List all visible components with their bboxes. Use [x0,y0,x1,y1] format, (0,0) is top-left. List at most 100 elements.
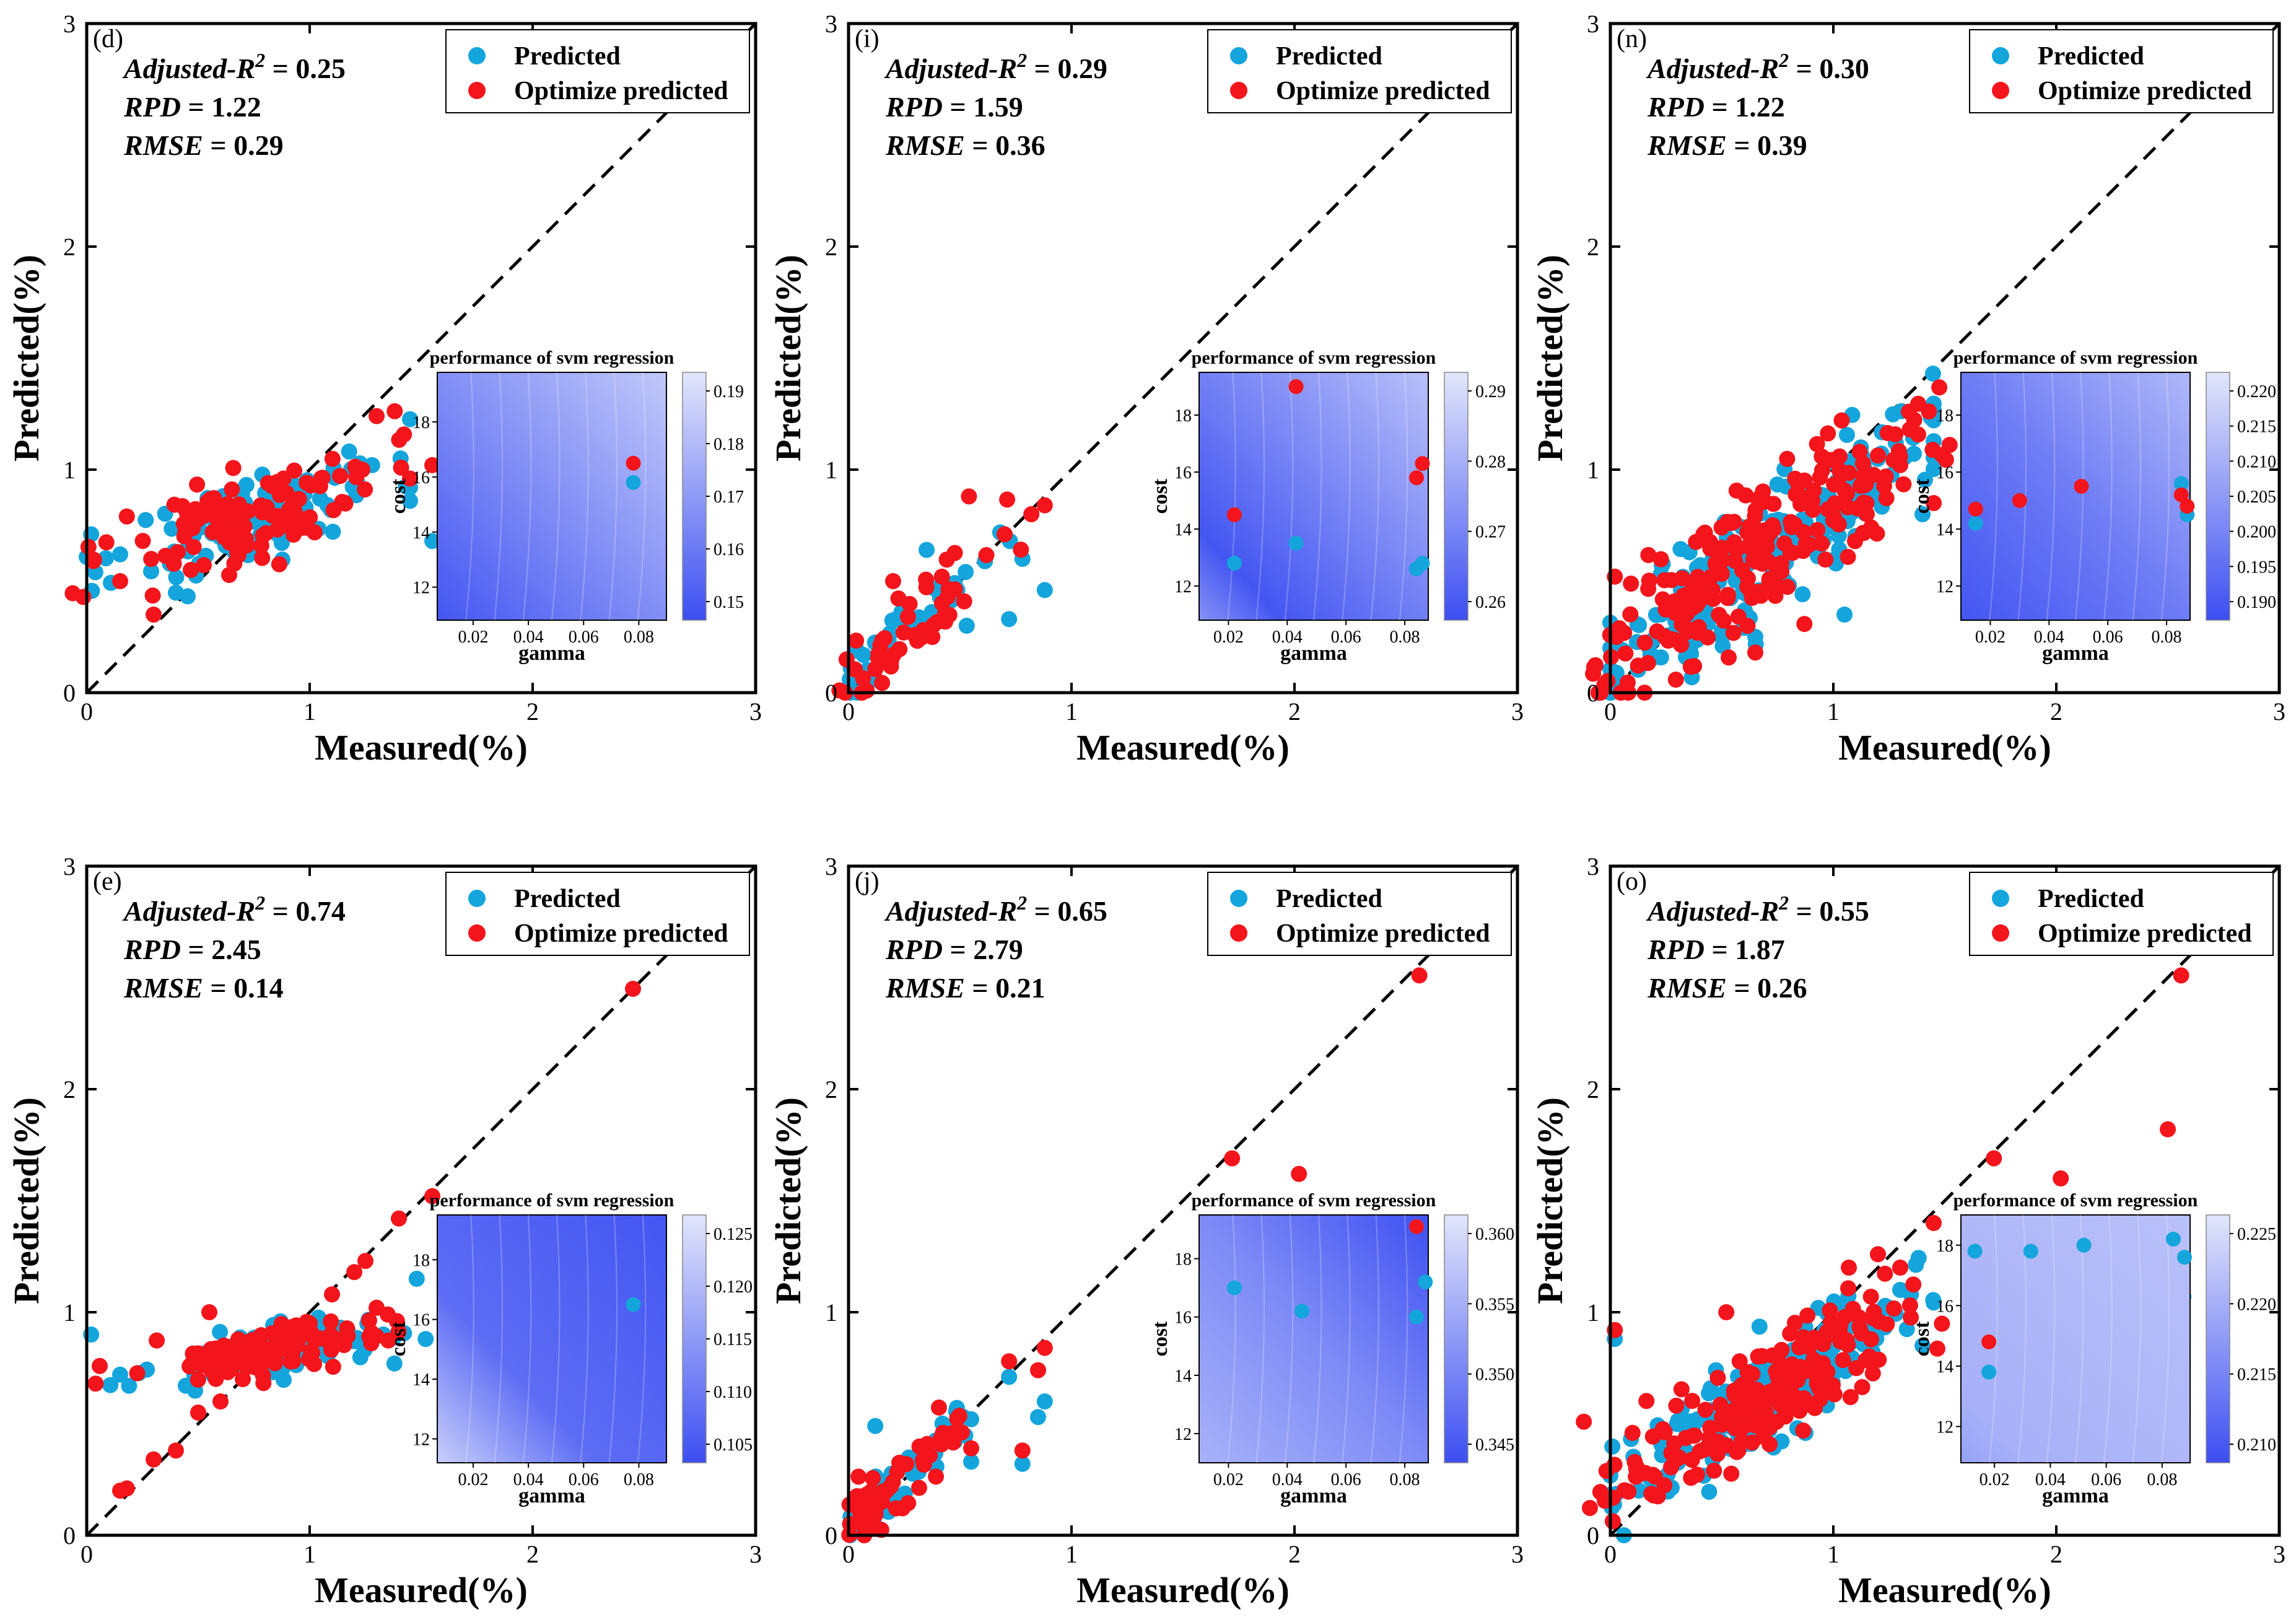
optimized-point [1709,1445,1726,1462]
optimized-point [1638,1393,1655,1409]
optimized-point [1934,447,1950,463]
legend-label-predicted: Predicted [514,42,621,71]
optimized-point [1605,1489,1622,1506]
optimized-point [390,1323,407,1340]
legend-marker-predicted [1230,890,1247,907]
colorbar [1444,1214,1469,1463]
legend-label-optimized: Optimize predicted [2038,77,2252,105]
inset-optimized-point [2074,478,2089,494]
inset-title: performance of svm regression [430,1190,674,1211]
x-tick-label: 2 [1288,1540,1301,1568]
optimized-point [75,589,92,605]
optimized-point [1879,1316,1895,1333]
optimized-point [1779,579,1796,595]
y-tick-label: 2 [63,1076,76,1103]
legend-label-optimized: Optimize predicted [514,77,728,105]
x-tick-label: 2 [526,1540,539,1568]
predicted-point [1672,541,1689,558]
predicted-point [325,524,341,540]
legend-marker-optimized [1992,82,2009,99]
optimized-point [918,579,935,595]
predicted-point [164,520,180,537]
inset-title: performance of svm regression [1953,1190,2198,1211]
optimized-point [625,981,641,997]
optimized-point [1030,1362,1046,1379]
optimized-point [1827,495,1843,512]
optimized-point [1824,1315,1841,1332]
inset-title: performance of svm regression [430,348,674,368]
optimized-point [391,1210,407,1227]
optimized-point [292,520,309,537]
stat-line: RPD = 1.87 [1647,934,1785,965]
optimized-point [1929,1340,1945,1357]
predicted-point [1751,1318,1768,1335]
colorbar-tick-label: 0.105 [714,1436,753,1455]
optimized-point [361,1328,378,1345]
optimized-point [337,495,354,512]
y-axis-title: Predicted(%) [6,255,46,462]
inset-y-label: cost [1149,478,1172,514]
optimized-point [306,1356,323,1372]
optimized-point [1668,1397,1685,1414]
optimized-point [1733,1388,1750,1405]
panel-i: 0 1 2 30123Measured(%)Predicted(%)(i)Adjust… [768,10,1524,768]
optimized-point [1823,1382,1840,1398]
legend-box [1969,872,2274,956]
colorbar-tick-label: 0.210 [2237,1436,2276,1455]
panel-label: (i) [855,25,880,53]
optimized-point [357,1253,373,1269]
optimized-point [1619,674,1636,691]
panel-j: 0 1 2 30123Measured(%)Predicted(%)(j)Adjust… [768,853,1524,1610]
optimized-point [1690,587,1707,603]
predicted-point [1925,1292,1942,1309]
optimized-point [149,1332,165,1349]
y-tick-label: 1 [1587,1299,1599,1326]
legend-label-predicted: Predicted [514,885,621,913]
optimized-point [1814,535,1830,552]
optimized-point [269,474,286,491]
optimized-point [1023,506,1040,522]
legend: Predicted Optimize predicted [1969,872,2274,956]
optimized-point [369,408,385,424]
optimized-point [1877,468,1894,485]
optimized-point [1905,1276,1922,1293]
optimized-point [1779,450,1796,467]
inset-x-tick-label: 0.02 [1213,1470,1244,1489]
optimized-point [1877,1265,1893,1282]
inset-x-tick-label: 0.04 [2034,628,2064,647]
inset-x-tick-label: 0.08 [1390,1470,1420,1489]
optimized-point [1581,1499,1598,1516]
optimized-point [1854,525,1871,541]
legend-label-optimized: Optimize predicted [2038,919,2252,948]
colorbar-tick-label: 0.18 [714,435,744,454]
optimized-point [1895,476,1912,493]
legend-marker-optimized [1992,924,2009,942]
inset-optimized-point [2180,499,2195,514]
legend-marker-optimized [1230,82,1247,99]
optimized-point [168,1442,184,1459]
inset-contour [2160,1214,2170,1463]
optimized-point [185,538,202,555]
x-tick-label: 1 [303,698,316,726]
optimized-point [1809,522,1826,538]
colorbar [1444,372,1469,621]
legend-label-optimized: Optimize predicted [1276,919,1490,948]
x-tick-label: 2 [1288,698,1301,726]
optimized-series [841,967,1428,1543]
inset-predicted-point [626,475,641,490]
stat-line: RPD = 1.59 [885,91,1023,123]
y-tick-label: 0 [63,1522,76,1550]
inset-x-label: gamma [2042,1484,2109,1507]
optimized-point [1833,412,1850,429]
inset-contour [1342,372,1351,621]
legend-marker-predicted [1992,47,2009,64]
optimized-point [1576,1413,1592,1430]
predicted-point [1001,1369,1018,1385]
predicted-point [102,1377,119,1393]
predicted-point [1914,506,1931,522]
optimized-point [1657,601,1674,618]
optimized-point [1825,452,1842,468]
optimized-point [360,1312,377,1329]
x-tick-label: 3 [2273,698,2285,726]
inset-optimized-point [1288,379,1304,394]
